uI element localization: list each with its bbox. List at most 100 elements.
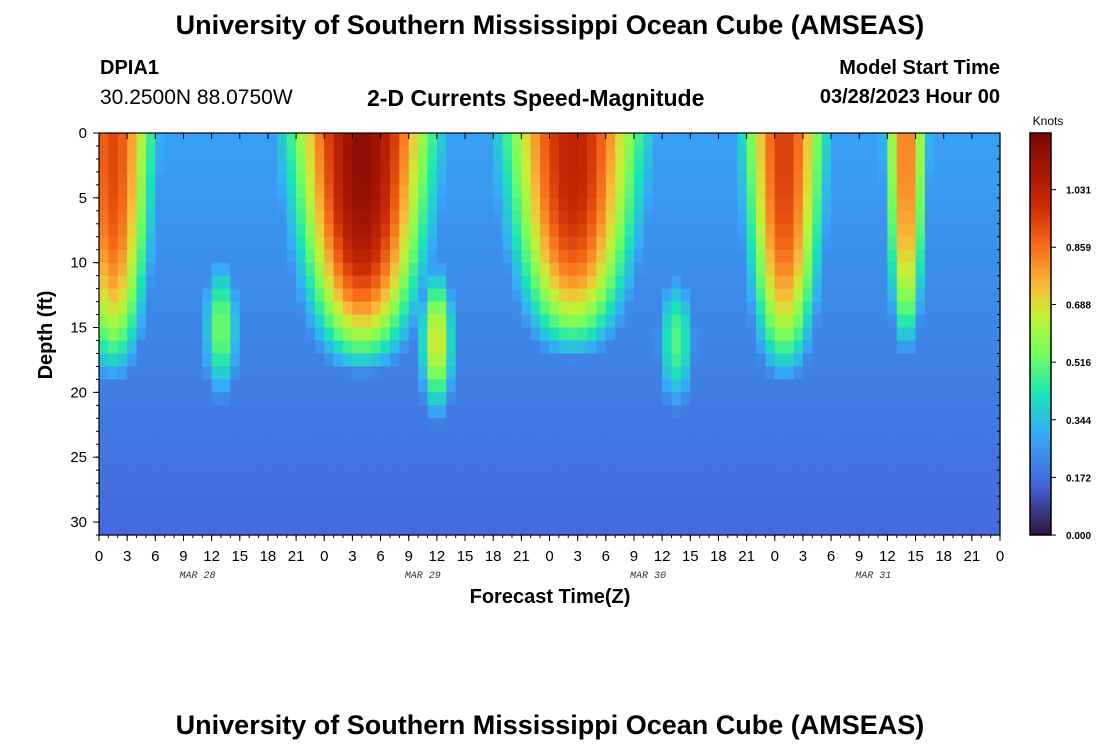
model-start-value: 03/28/2023 Hour 00 xyxy=(819,86,1000,108)
heatmap-cell xyxy=(671,444,682,458)
heatmap-cell xyxy=(324,275,335,290)
heatmap-cell xyxy=(314,314,325,329)
heatmap-cell xyxy=(296,301,307,316)
heatmap-cell xyxy=(455,353,466,368)
heatmap-cell xyxy=(680,314,691,329)
heatmap-cell xyxy=(192,184,203,199)
heatmap-cell xyxy=(699,275,710,290)
heatmap-cell xyxy=(859,327,870,342)
heatmap-cell xyxy=(924,145,935,160)
heatmap-cell xyxy=(718,327,729,342)
heatmap-cell xyxy=(230,457,241,471)
heatmap-cell xyxy=(145,496,156,510)
heatmap-cell xyxy=(615,133,626,147)
heatmap-cell xyxy=(699,340,710,355)
x-tick-label: 9 xyxy=(405,548,413,565)
heatmap-cell xyxy=(662,236,673,251)
heatmap-cell xyxy=(549,444,560,458)
heatmap-cell xyxy=(286,405,297,419)
heatmap-cell xyxy=(540,262,551,277)
heatmap-cell xyxy=(399,366,410,380)
heatmap-cell xyxy=(333,470,344,484)
colorbar-tick-label: 0.859 xyxy=(1066,243,1091,254)
heatmap-cell xyxy=(249,483,260,497)
heatmap-cell xyxy=(633,275,644,290)
heatmap-cell xyxy=(784,171,795,186)
heatmap-cell xyxy=(727,249,738,264)
heatmap-cell xyxy=(558,522,569,536)
heatmap-cell xyxy=(727,392,738,406)
heatmap-cell xyxy=(371,275,382,290)
heatmap-cell xyxy=(99,314,109,329)
heatmap-cell xyxy=(436,145,447,160)
heatmap-cell xyxy=(605,496,616,510)
heatmap-cell xyxy=(483,522,494,536)
heatmap-cell xyxy=(558,262,569,277)
heatmap-cell xyxy=(108,444,119,458)
heatmap-cell xyxy=(314,483,325,497)
heatmap-cell xyxy=(399,392,410,406)
heatmap-cell xyxy=(427,301,438,316)
heatmap-cell xyxy=(971,133,982,147)
date-label: MAR 28 xyxy=(180,571,216,582)
heatmap-cell xyxy=(371,262,382,277)
heatmap-cell xyxy=(117,444,128,458)
heatmap-cell xyxy=(99,470,109,484)
heatmap-cell xyxy=(549,197,560,212)
heatmap-cell xyxy=(408,379,419,393)
heatmap-cell xyxy=(577,236,588,251)
heatmap-cell xyxy=(615,340,626,355)
heatmap-cell xyxy=(474,236,485,251)
heatmap-cell xyxy=(258,223,269,238)
heatmap-cell xyxy=(267,275,278,290)
heatmap-cell xyxy=(136,171,147,186)
heatmap-cell xyxy=(699,301,710,316)
heatmap-cell xyxy=(887,470,898,484)
heatmap-cell xyxy=(127,392,138,406)
heatmap-cell xyxy=(202,158,213,173)
heatmap-cell xyxy=(117,262,128,277)
heatmap-cell xyxy=(258,483,269,497)
heatmap-cell xyxy=(174,392,185,406)
heatmap-cell xyxy=(230,288,241,303)
heatmap-cell xyxy=(831,301,842,316)
heatmap-cell xyxy=(549,314,560,329)
heatmap-cell xyxy=(877,301,888,316)
heatmap-cell xyxy=(971,405,982,419)
heatmap-cell xyxy=(568,522,579,536)
heatmap-cell xyxy=(765,405,776,419)
heatmap-cell xyxy=(305,353,316,368)
heatmap-cell xyxy=(427,470,438,484)
heatmap-cell xyxy=(230,236,241,251)
heatmap-cell xyxy=(540,145,551,160)
heatmap-cell xyxy=(455,145,466,160)
heatmap-cell xyxy=(868,210,879,225)
heatmap-cell xyxy=(896,509,907,523)
heatmap-cell xyxy=(624,366,635,380)
heatmap-cell xyxy=(192,405,203,419)
heatmap-cell xyxy=(267,483,278,497)
heatmap-cell xyxy=(474,366,485,380)
heatmap-cell xyxy=(380,340,391,355)
heatmap-cell xyxy=(784,509,795,523)
heatmap-cell xyxy=(821,145,832,160)
heatmap-cell xyxy=(211,509,222,523)
heatmap-cell xyxy=(981,457,992,471)
heatmap-cell xyxy=(511,197,522,212)
heatmap-cell xyxy=(389,275,400,290)
heatmap-cell xyxy=(624,340,635,355)
heatmap-cell xyxy=(380,431,391,445)
heatmap-cell xyxy=(305,405,316,419)
heatmap-cell xyxy=(389,249,400,264)
heatmap-cell xyxy=(164,262,175,277)
heatmap-cell xyxy=(145,418,156,432)
heatmap-cell xyxy=(343,275,354,290)
heatmap-cell xyxy=(136,275,147,290)
heatmap-cell xyxy=(389,392,400,406)
heatmap-cell xyxy=(568,314,579,329)
heatmap-cell xyxy=(727,158,738,173)
heatmap-cell xyxy=(530,496,541,510)
heatmap-cell xyxy=(136,158,147,173)
heatmap-cell xyxy=(943,275,954,290)
heatmap-cell xyxy=(502,327,513,342)
